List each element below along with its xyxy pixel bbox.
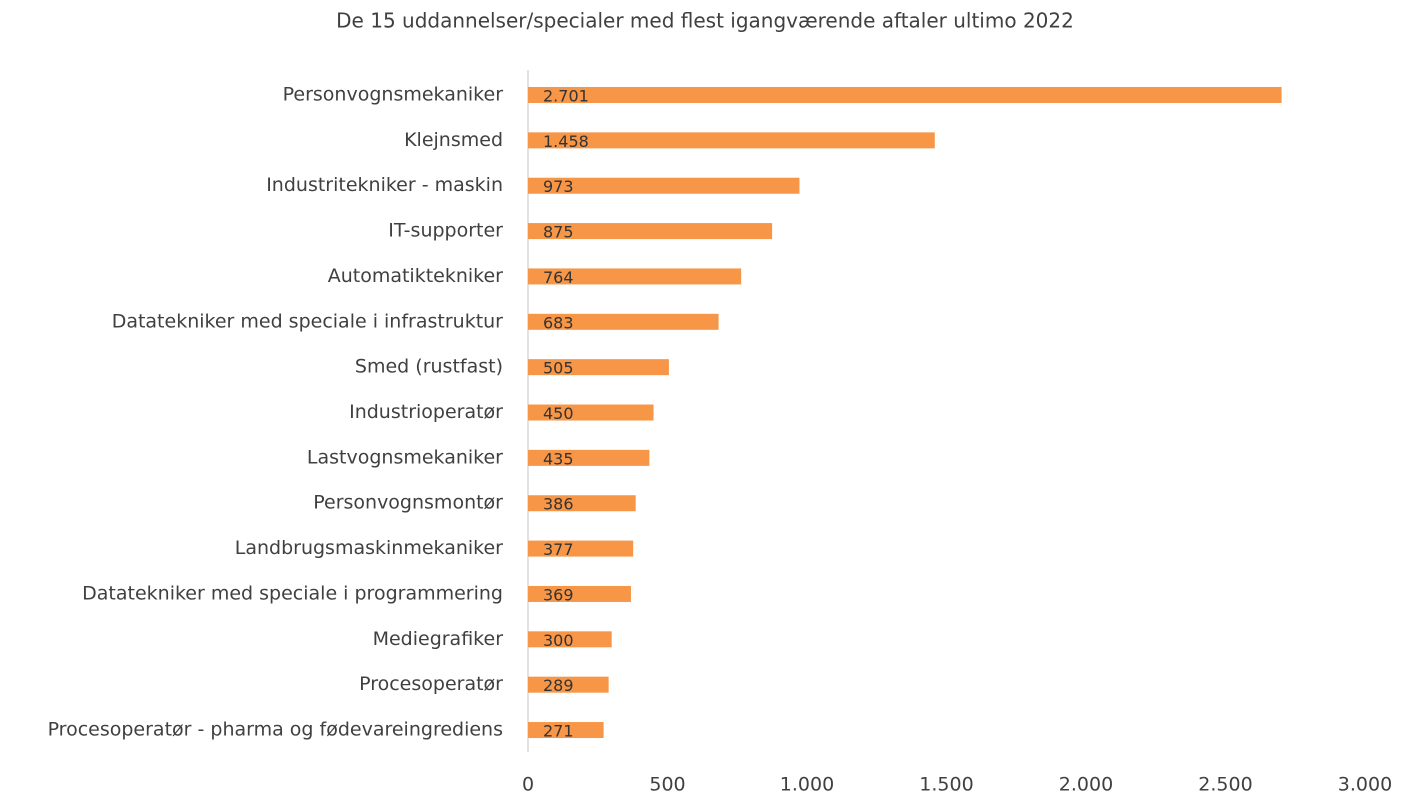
data-label: 973 bbox=[543, 177, 574, 196]
bar bbox=[528, 449, 650, 466]
y-tick-label: Industrioperatør bbox=[349, 401, 503, 423]
x-tick-label: 2.500 bbox=[1198, 774, 1252, 796]
bar bbox=[528, 540, 634, 557]
data-label: 435 bbox=[543, 449, 574, 468]
bar bbox=[528, 404, 654, 421]
bar bbox=[528, 585, 631, 602]
bar bbox=[528, 359, 669, 376]
bar bbox=[528, 495, 636, 512]
y-tick-label: Mediegrafiker bbox=[373, 628, 504, 650]
data-label: 300 bbox=[543, 631, 574, 650]
data-label: 271 bbox=[543, 722, 574, 741]
x-tick-label: 500 bbox=[649, 774, 685, 796]
y-tick-label: Personvognsmekaniker bbox=[283, 84, 504, 106]
data-label: 450 bbox=[543, 404, 574, 423]
data-label: 289 bbox=[543, 676, 574, 695]
data-label: 2.701 bbox=[543, 87, 589, 106]
data-label: 875 bbox=[543, 223, 574, 242]
data-label: 1.458 bbox=[543, 132, 589, 151]
data-label: 683 bbox=[543, 313, 574, 332]
x-tick-label: 0 bbox=[522, 774, 534, 796]
bar bbox=[528, 631, 612, 648]
y-tick-label: Landbrugsmaskinmekaniker bbox=[235, 537, 503, 559]
bar bbox=[528, 87, 1282, 103]
x-tick-label: 1.000 bbox=[780, 774, 834, 796]
chart-title: De 15 uddannelser/specialer med flest ig… bbox=[336, 9, 1074, 33]
y-tick-label: Procesoperatør bbox=[359, 673, 503, 695]
y-tick-label: IT-supporter bbox=[388, 220, 503, 242]
y-tick-label: Automatiktekniker bbox=[328, 265, 503, 287]
y-tick-label: Lastvognsmekaniker bbox=[307, 446, 503, 468]
y-tick-label: Datatekniker med speciale i infrastruktu… bbox=[112, 310, 503, 332]
x-tick-label: 3.000 bbox=[1338, 774, 1392, 796]
bar bbox=[528, 313, 719, 330]
y-tick-label: Datatekniker med speciale i programmerin… bbox=[82, 582, 503, 604]
bar bbox=[528, 722, 604, 739]
bar bbox=[528, 676, 609, 693]
bar bbox=[528, 177, 800, 194]
y-tick-label: Procesoperatør - pharma og fødevareingre… bbox=[48, 719, 503, 741]
data-label: 386 bbox=[543, 495, 574, 514]
data-label: 369 bbox=[543, 585, 574, 604]
data-label: 764 bbox=[543, 268, 574, 287]
bar bbox=[528, 223, 773, 240]
y-tick-label: Smed (rustfast) bbox=[355, 356, 503, 378]
x-tick-label: 2.000 bbox=[1059, 774, 1113, 796]
bar bbox=[528, 268, 742, 285]
y-tick-label: Industritekniker - maskin bbox=[266, 174, 503, 196]
bar bbox=[528, 132, 935, 149]
y-tick-label: Personvognsmontør bbox=[313, 492, 503, 514]
data-label: 505 bbox=[543, 359, 574, 378]
x-tick-label: 1.500 bbox=[919, 774, 973, 796]
data-label: 377 bbox=[543, 540, 574, 559]
y-tick-label: Klejnsmed bbox=[404, 129, 503, 151]
